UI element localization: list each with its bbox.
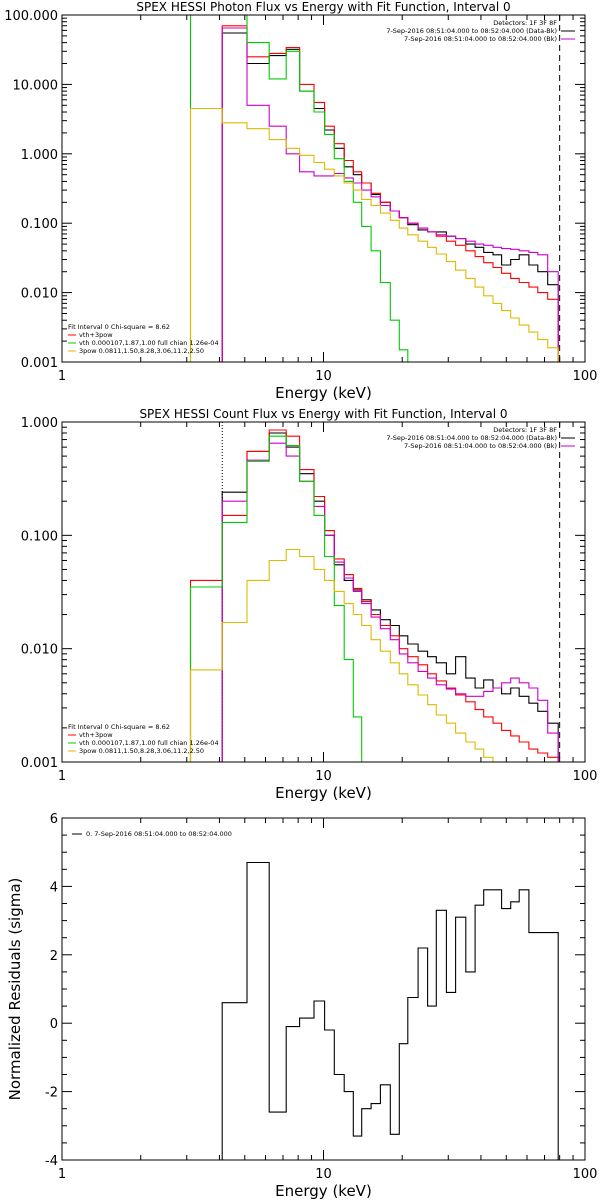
series-1-line [189, 429, 559, 762]
y-tick-label: 100.000 [4, 9, 58, 24]
y-tick-label: 4 [50, 880, 58, 895]
chart-title: SPEX HESSI Count Flux vs Energy with Fit… [139, 407, 507, 421]
y-tick-label: 1.000 [21, 148, 58, 163]
legend-entry: 0. 7-Sep-2016 08:51:04.000 to 08:52:04.0… [86, 830, 232, 838]
minor-ticks [62, 422, 585, 762]
legend-bottom-entry: vth+3pow [79, 731, 113, 739]
series-4-line [189, 548, 502, 762]
y-tick-label: 1.000 [21, 416, 58, 431]
chart-2: 1 10 100 -4 -2 0 2 4 6 Energy (keV) Normalized Res… [6, 812, 597, 1200]
chart-1: 1 10 100 0.001 0.010 0.100 1.000 SPEX HESSI Cou… [21, 407, 598, 802]
x-axis-label: Energy (keV) [275, 384, 372, 402]
plot-frame [61, 817, 586, 1161]
legend-top-entry: Detectors: 1F 3F 8F [493, 19, 557, 27]
series-3-line [189, 435, 372, 762]
legend-bottom-entry: 3pow 0.0811,1.50,8.28,3.06,11.2,2.50 [79, 347, 204, 355]
legend-bottom-entry: vth+3pow [79, 331, 113, 339]
legend-bottom-entry: Fit Interval 0 Chi-square = 8.62 [68, 723, 170, 731]
y-tick-label: 0.010 [21, 287, 58, 302]
y-tick-label: -2 [45, 1086, 58, 1101]
x-tick-label: 1 [58, 1167, 66, 1182]
legend-bottom-entry: 3pow 0.0811,1.50,8.28,3.06,11.2,2.50 [79, 747, 204, 755]
series-2-line [221, 27, 559, 362]
legend-top-entry: 7-Sep-2016 08:51:04.000 to 08:52:04.000 … [386, 27, 557, 35]
plot-frame [61, 14, 586, 363]
y-tick-label: 10.000 [13, 78, 59, 93]
minor-ticks [62, 818, 585, 1160]
y-tick-label: 0.010 [21, 643, 58, 658]
x-tick-label: 1 [58, 769, 66, 784]
x-tick-label: 10 [315, 769, 332, 784]
legend-bottom-entry: vth 0.000107,1.87,1.00 full chian 1.26e-… [79, 739, 219, 747]
y-tick-label: 0.100 [21, 529, 58, 544]
y-tick-label: 0.001 [21, 356, 58, 371]
series-4-line [189, 107, 559, 362]
y-tick-label: 0.001 [21, 756, 58, 771]
series-2-line [221, 442, 559, 762]
chart-0: 1 10 100 0.001 0.010 0.100 1.000 10.000 100.000 S… [4, 0, 597, 402]
y-tick-label: 6 [50, 812, 58, 827]
legend-top-entry: Detectors: 1F 3F 8F [493, 426, 557, 434]
x-axis-label: Energy (keV) [275, 784, 372, 802]
series-0-line [221, 861, 559, 1160]
y-tick-label: 0 [50, 1017, 58, 1032]
y-tick-label: 2 [50, 949, 58, 964]
x-tick-label: 100 [573, 1167, 598, 1182]
legend-bottom-entry: vth 0.000107,1.87,1.00 full chian 1.26e-… [79, 339, 219, 347]
y-axis-label: Normalized Residuals (sigma) [6, 878, 24, 1101]
series-0-line [221, 432, 559, 762]
x-tick-label: 10 [315, 369, 332, 384]
legend-top-entry: 7-Sep-2016 08:51:04.000 to 08:52:04.000 … [404, 442, 557, 450]
legend-bottom-entry: Fit Interval 0 Chi-square = 8.62 [68, 323, 170, 331]
chart-title: SPEX HESSI Photon Flux vs Energy with Fi… [136, 0, 510, 14]
legend-top-entry: 7-Sep-2016 08:51:04.000 to 08:52:04.000 … [386, 434, 557, 442]
x-tick-label: 100 [573, 769, 598, 784]
x-tick-label: 1 [58, 369, 66, 384]
y-tick-label: -4 [45, 1154, 58, 1169]
legend-top-entry: 7-Sep-2016 08:51:04.000 to 08:52:04.000 … [404, 35, 557, 43]
plot-frame [61, 421, 586, 763]
y-tick-label: 0.100 [21, 217, 58, 232]
x-tick-label: 10 [315, 1167, 332, 1182]
x-axis-label: Energy (keV) [275, 1182, 372, 1200]
minor-ticks [62, 15, 585, 362]
x-tick-label: 100 [573, 369, 598, 384]
series-3-line [189, 15, 419, 362]
